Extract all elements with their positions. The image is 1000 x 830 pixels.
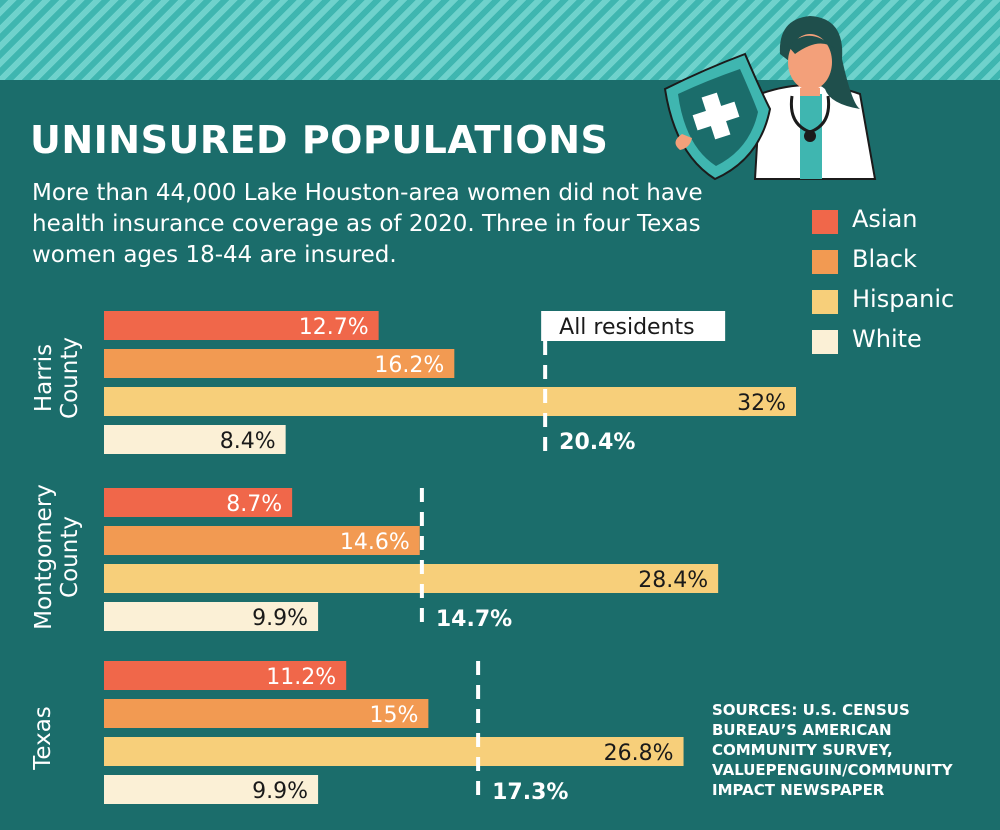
- bar-harris-county-asian: [104, 311, 379, 340]
- bar-texas-asian: [104, 661, 347, 690]
- bar-label-montgomery-county-asian: 8.7%: [226, 492, 282, 517]
- all-residents-label: All residents: [559, 315, 694, 340]
- legend-label-white: White: [852, 325, 922, 353]
- bar-texas-hispanic: [104, 737, 684, 766]
- page-subtitle: More than 44,000 Lake Houston-area women…: [32, 180, 703, 268]
- all-residents-value-texas: 17.3%: [492, 780, 568, 805]
- sources-note: SOURCES: U.S. CENSUS BUREAU’S AMERICAN C…: [712, 701, 953, 799]
- legend-swatch-white: [812, 330, 838, 354]
- bar-label-harris-county-asian: 12.7%: [299, 315, 369, 340]
- legend-label-hispanic: Hispanic: [852, 285, 955, 313]
- bar-montgomery-county-asian: [104, 488, 293, 517]
- all-residents-label-box: [541, 311, 726, 341]
- page-title: UNINSURED POPULATIONS: [30, 118, 609, 162]
- group-label-montgomery-county: MontgomeryCounty: [31, 484, 83, 630]
- bar-label-montgomery-county-black: 14.6%: [340, 530, 410, 555]
- doctor-illustration: [663, 16, 877, 181]
- bar-texas-black: [104, 699, 429, 728]
- bar-label-texas-white: 9.9%: [252, 779, 308, 804]
- bar-label-harris-county-black: 16.2%: [374, 353, 444, 378]
- group-label-texas: Texas: [30, 706, 56, 771]
- bar-texas-white: [104, 775, 319, 804]
- bar-label-texas-black: 15%: [369, 703, 418, 728]
- bar-label-harris-county-white: 8.4%: [220, 429, 276, 454]
- all-residents-value-montgomery-county: 14.7%: [436, 607, 512, 632]
- bar-harris-county-black: [104, 349, 455, 378]
- legend-label-black: Black: [852, 245, 917, 273]
- bar-label-harris-county-hispanic: 32%: [737, 391, 786, 416]
- bar-label-montgomery-county-white: 9.9%: [252, 606, 308, 631]
- bar-montgomery-county-black: [104, 526, 420, 555]
- bar-montgomery-county-white: [104, 602, 319, 631]
- legend-label-asian: Asian: [852, 205, 918, 233]
- bar-label-montgomery-county-hispanic: 28.4%: [638, 568, 708, 593]
- bar-harris-county-hispanic: [104, 387, 796, 416]
- all-residents-value-harris-county: 20.4%: [559, 430, 635, 455]
- bar-montgomery-county-hispanic: [104, 564, 719, 593]
- group-label-harris-county: HarrisCounty: [31, 337, 83, 419]
- shield-cross-icon: [663, 52, 772, 181]
- legend-swatch-hispanic: [812, 290, 838, 314]
- legend-swatch-black: [812, 250, 838, 274]
- bar-label-texas-asian: 11.2%: [266, 665, 336, 690]
- legend-swatch-asian: [812, 210, 838, 234]
- bar-label-texas-hispanic: 26.8%: [604, 741, 674, 766]
- bar-harris-county-white: [104, 425, 286, 454]
